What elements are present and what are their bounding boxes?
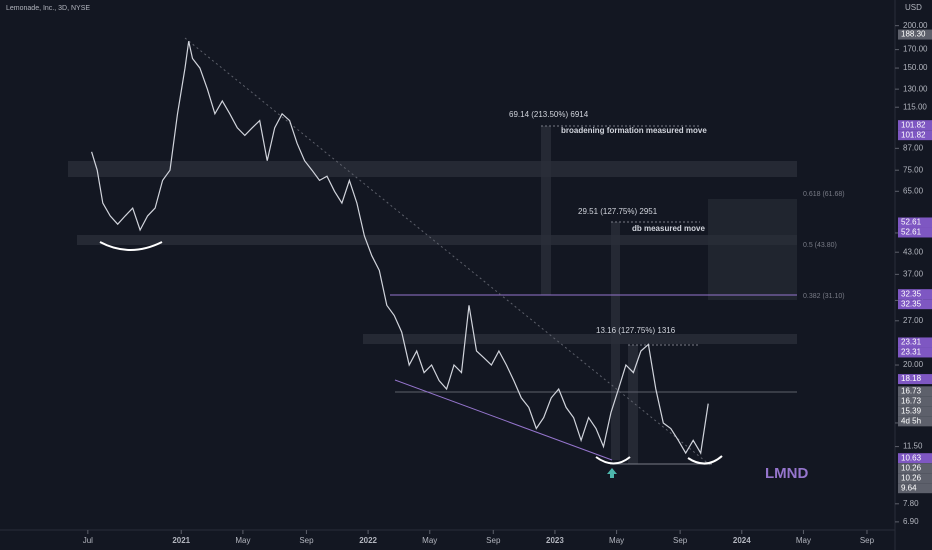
annotation: db measured move (632, 224, 705, 233)
price-label: 16.73 (901, 386, 922, 395)
arc (99, 241, 163, 251)
annotation: 13.16 (127.75%) 1316 (596, 326, 676, 335)
x-tick-label: Sep (486, 536, 501, 545)
arc (687, 455, 723, 465)
price-label-box (898, 347, 932, 358)
y-tick-label: 6.90 (903, 517, 919, 526)
header: Lemonade, Inc., 3D, NYSE (6, 5, 90, 12)
annotation: 29.51 (127.75%) 2951 (578, 207, 658, 216)
fib-label: 0.382 (31.10) (803, 293, 845, 300)
price-label: 32.35 (901, 289, 922, 298)
x-tick-label: Sep (673, 536, 688, 545)
x-tick-label: May (422, 536, 437, 545)
price-label: 18.18 (901, 374, 922, 383)
y-tick-label: 75.00 (903, 165, 924, 174)
price-label: 52.61 (901, 228, 922, 237)
x-tick-label: 2024 (733, 536, 751, 545)
countdown-box (898, 416, 932, 427)
price-label: 10.26 (901, 463, 922, 472)
price-label-box (898, 337, 932, 348)
x-tick-label: May (609, 536, 624, 545)
y-tick-label: 115.00 (903, 102, 927, 111)
zone (68, 161, 797, 177)
y-tick-label: 11.50 (903, 442, 923, 451)
price-label: 101.82 (901, 130, 926, 139)
price-label: 9.64 (901, 483, 917, 492)
y-tick-label: 20.00 (903, 360, 924, 369)
zone (77, 235, 797, 245)
price-label: 188.30 (901, 30, 926, 39)
price-label: 32.35 (901, 299, 922, 308)
price-label-box (898, 463, 932, 474)
y-tick-label: 7.80 (903, 499, 919, 508)
x-tick-label: Sep (860, 536, 875, 545)
price-label: 10.26 (901, 473, 922, 482)
watermark: LMND (765, 465, 808, 482)
trend-line (394, 379, 613, 461)
measure-bar (628, 345, 638, 464)
price-label: 16.73 (901, 396, 922, 405)
fib-label: 0.5 (43.80) (803, 242, 837, 249)
y-tick-label: 43.00 (903, 247, 924, 256)
fib-box (708, 199, 797, 300)
x-tick-label: 2021 (172, 536, 190, 545)
price-label-box (898, 453, 932, 464)
price-label: 52.61 (901, 218, 922, 227)
currency: USD (905, 3, 922, 12)
price-line (91, 41, 709, 455)
price-label-box (898, 406, 932, 417)
price-label-box (898, 374, 932, 385)
price-label-box (898, 227, 932, 238)
price-label: 23.31 (901, 338, 922, 347)
x-tick-label: 2023 (546, 536, 564, 545)
x-tick-label: 2022 (359, 536, 377, 545)
annotation: broadening formation measured move (561, 126, 707, 135)
y-tick-label: 150.00 (903, 63, 928, 72)
x-tick-label: May (796, 536, 811, 545)
price-label-box (898, 130, 932, 141)
price-label-box (898, 120, 932, 131)
price-label: 101.82 (901, 120, 926, 129)
y-tick-label: 87.00 (903, 143, 924, 152)
price-label-box (898, 289, 932, 300)
zone (363, 334, 797, 344)
y-tick-label: 170.00 (903, 45, 928, 54)
arc (595, 456, 631, 465)
price-label-box (898, 29, 932, 40)
y-tick-label: 65.00 (903, 186, 924, 195)
y-tick-label: 200.00 (903, 21, 928, 30)
countdown: 4d 5h (901, 416, 921, 425)
price-label-box (898, 299, 932, 310)
y-tick-label: 27.00 (903, 316, 924, 325)
fib-label: 0.618 (61.68) (803, 191, 845, 198)
arrow (607, 468, 617, 478)
price-label-box (898, 483, 932, 494)
y-tick-label: 130.00 (903, 84, 928, 93)
measure-bar (611, 222, 620, 460)
price-label-box (898, 217, 932, 228)
price-label: 15.39 (901, 406, 922, 415)
price-label-box (898, 396, 932, 407)
trend-line (184, 37, 711, 466)
annotation: 69.14 (213.50%) 6914 (509, 110, 589, 119)
x-tick-label: Jul (83, 536, 93, 545)
price-label: 10.63 (901, 453, 922, 462)
measure-bar (541, 126, 551, 295)
price-label-box (898, 473, 932, 484)
y-tick-label: 37.00 (903, 269, 924, 278)
price-label-box (898, 386, 932, 397)
x-tick-label: Sep (299, 536, 314, 545)
x-tick-label: May (235, 536, 250, 545)
price-label: 23.31 (901, 348, 922, 357)
